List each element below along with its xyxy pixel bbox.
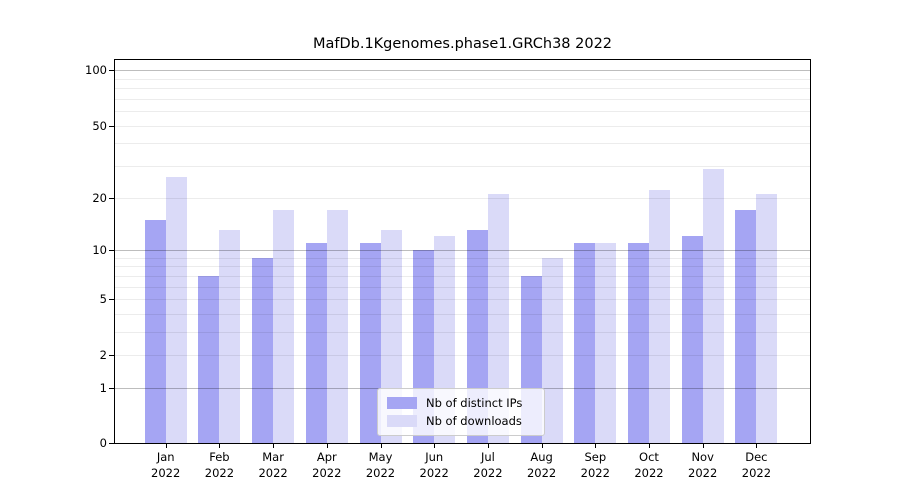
y-tick-mark-0 [109,443,114,444]
x-tick-mark-apr [326,444,328,448]
y-tick-label-1: 1 [99,381,107,396]
legend: Nb of distinct IPs Nb of downloads [377,388,545,436]
y-tick-mark-2 [109,355,114,357]
x-tick-label-mar: Mar 2022 [258,450,288,480]
y-tick-mark-10 [109,250,114,251]
x-tick-mark-dec [756,444,758,448]
bar-distinct-ips-mar [252,257,274,443]
bar-distinct-ips-may [359,242,381,443]
y-tick-label-20: 20 [92,190,107,205]
x-tick-mark-feb [219,444,221,448]
bar-downloads-nov [702,168,724,443]
x-tick-mark-oct [649,444,650,448]
x-tick-label-apr: Apr 2022 [312,450,342,480]
x-tick-label-oct: Oct 2022 [634,450,664,480]
legend-item-downloads: Nb of downloads [387,412,535,430]
x-tick-label-feb: Feb 2022 [204,450,235,480]
x-tick-label-jul: Jul 2022 [473,450,503,480]
chart-title: MafDb.1Kgenomes.phase1.GRCh38 2022 [312,36,613,52]
bar-distinct-ips-nov [681,236,703,443]
bar-downloads-sep [595,242,617,443]
bar-downloads-oct [649,190,670,443]
y-tick-label-100: 100 [85,63,107,77]
y-tick-label-2: 2 [99,348,107,363]
x-tick-mark-mar [273,444,275,448]
x-tick-label-nov: Nov 2022 [688,450,718,480]
legend-item-distinct-ips: Nb of distinct IPs [387,394,535,412]
y-tick-mark-100 [109,70,114,71]
x-tick-label-jun: Jun 2022 [419,450,449,480]
bar-distinct-ips-sep [574,242,596,443]
x-tick-mark-jan [165,444,167,448]
x-tick-mark-may [380,444,382,448]
x-tick-mark-jun [434,444,436,448]
bar-distinct-ips-oct [628,242,649,443]
legend-swatch-distinct-ips [387,397,417,409]
bar-distinct-ips-feb [198,275,220,443]
y-tick-label-0: 0 [99,436,107,450]
bar-distinct-ips-dec [735,210,757,443]
legend-label-distinct-ips: Nb of distinct IPs [426,396,523,410]
bar-downloads-apr [326,210,348,443]
y-tick-mark-50 [109,125,114,127]
x-tick-label-may: May 2022 [365,450,396,480]
legend-label-downloads: Nb of downloads [426,414,522,428]
x-tick-label-sep: Sep 2022 [580,450,610,480]
x-tick-mark-jul [487,444,489,448]
x-tick-label-jan: Jan 2022 [151,450,181,480]
bar-downloads-jan [165,177,187,443]
bar-downloads-jul [487,193,509,443]
y-tick-mark-1 [109,388,114,390]
bar-downloads-dec [756,193,778,443]
bars-layer [115,60,810,443]
bar-downloads-mar [273,210,295,443]
y-tick-mark-5 [109,299,114,301]
y-tick-label-10: 10 [92,243,107,257]
x-tick-mark-sep [595,444,597,448]
y-tick-label-50: 50 [92,118,107,133]
y-tick-mark-20 [109,197,114,199]
x-tick-label-dec: Dec 2022 [741,450,772,480]
plot-area: Nb of distinct IPs Nb of downloads [114,59,811,444]
x-tick-mark-aug [541,444,543,448]
x-tick-label-aug: Aug 2022 [526,450,557,480]
bar-distinct-ips-apr [305,242,327,443]
bar-downloads-aug [541,257,563,443]
bar-downloads-feb [219,230,241,443]
legend-swatch-downloads [387,415,417,427]
x-tick-mark-nov [702,444,704,448]
y-tick-label-5: 5 [99,292,107,307]
bar-distinct-ips-jan [144,219,166,443]
